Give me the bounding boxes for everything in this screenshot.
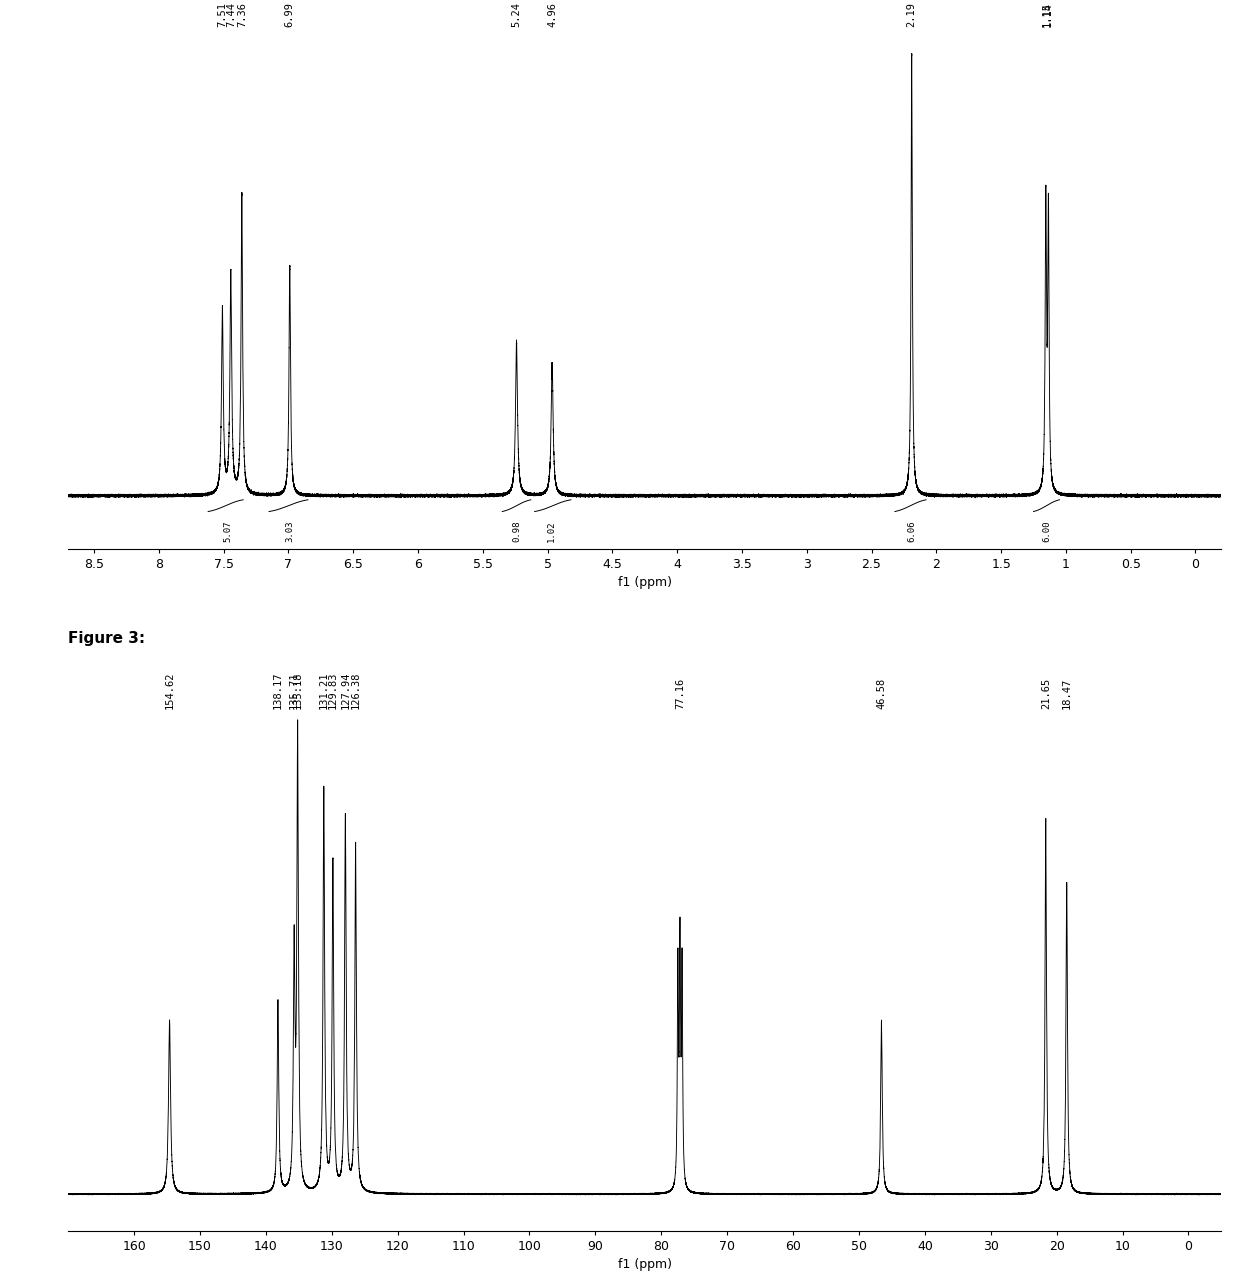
Text: 138.17: 138.17 xyxy=(273,672,283,709)
Text: 129.83: 129.83 xyxy=(327,672,339,709)
Text: 135.71: 135.71 xyxy=(289,672,299,709)
Text: 1.15: 1.15 xyxy=(1042,1,1052,27)
Text: Figure 3:: Figure 3: xyxy=(68,632,145,646)
Text: 2.19: 2.19 xyxy=(906,1,916,27)
Text: 6.06: 6.06 xyxy=(908,520,916,541)
Text: 127.94: 127.94 xyxy=(340,672,351,709)
Text: 126.38: 126.38 xyxy=(351,672,361,709)
Text: 154.62: 154.62 xyxy=(165,672,175,709)
Text: 7.51: 7.51 xyxy=(217,1,227,27)
Text: 7.36: 7.36 xyxy=(237,1,247,27)
Text: 0.98: 0.98 xyxy=(512,520,521,541)
Text: 4.96: 4.96 xyxy=(548,1,558,27)
Text: 77.16: 77.16 xyxy=(675,678,684,709)
X-axis label: f1 (ppm): f1 (ppm) xyxy=(618,577,672,590)
Text: 5.24: 5.24 xyxy=(512,1,522,27)
Text: 21.65: 21.65 xyxy=(1040,678,1050,709)
Text: 7.44: 7.44 xyxy=(227,1,237,27)
Text: 131.21: 131.21 xyxy=(319,672,329,709)
X-axis label: f1 (ppm): f1 (ppm) xyxy=(618,1259,672,1272)
Text: 6.00: 6.00 xyxy=(1043,520,1052,541)
Text: 1.02: 1.02 xyxy=(547,520,556,541)
Text: 1.14: 1.14 xyxy=(1043,1,1053,27)
Text: 46.58: 46.58 xyxy=(877,678,887,709)
Text: 5.07: 5.07 xyxy=(223,520,232,541)
Text: 6.99: 6.99 xyxy=(285,1,295,27)
Text: 18.47: 18.47 xyxy=(1061,678,1071,709)
Text: 3.03: 3.03 xyxy=(285,520,294,541)
Text: 135.18: 135.18 xyxy=(293,672,303,709)
